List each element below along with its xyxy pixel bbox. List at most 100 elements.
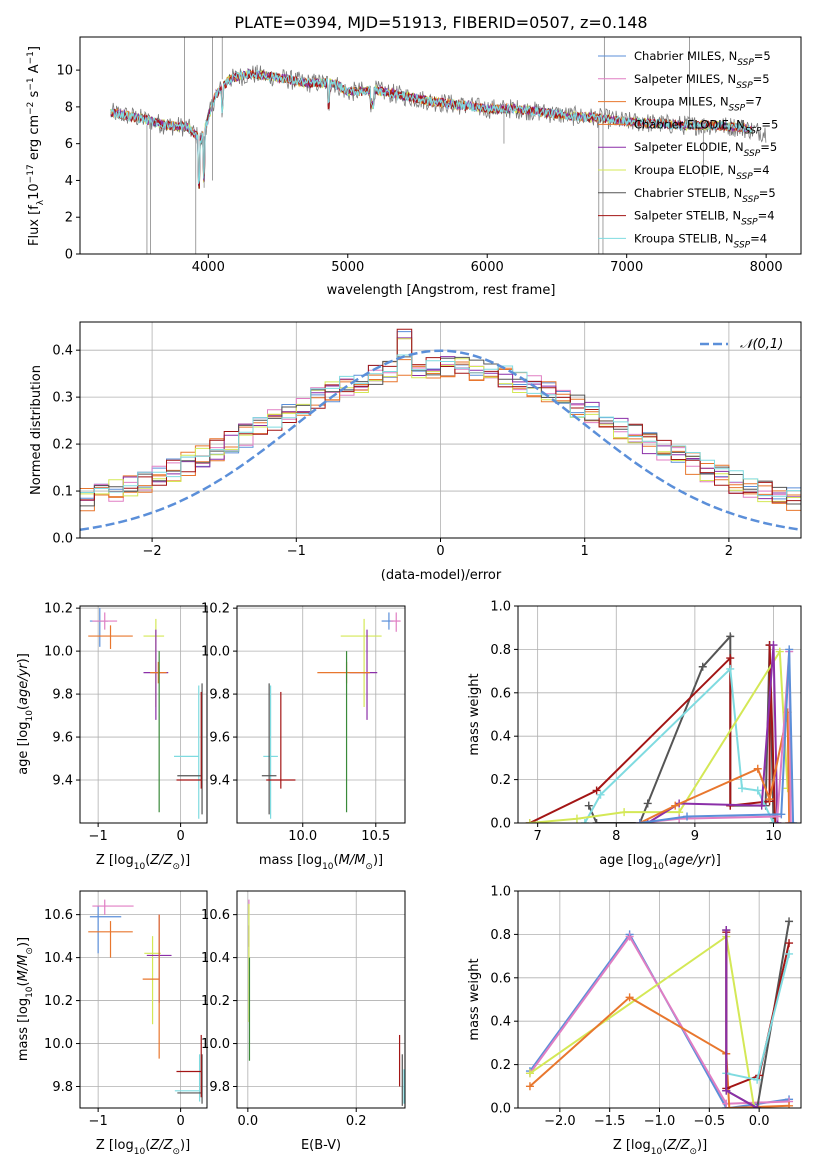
x-tick-label: 0: [176, 1114, 184, 1129]
y-tick-label: 10.0: [44, 645, 73, 660]
y-tick-label: 2: [65, 211, 73, 226]
legend-entry: 𝒩(0,1): [740, 337, 783, 352]
weight-marker: [785, 1101, 794, 1108]
legend-entry: Kroupa MILES, NSSP=7: [634, 95, 762, 114]
y-tick-label: 4: [65, 174, 73, 189]
y-axis-label: Normed distribution: [29, 365, 44, 495]
axes-residuals: −2 −1 0 1 2 0.0 0.1 0.2 0.3 0.4 (data-model)/error…: [29, 321, 802, 583]
y-tick-label: 0.1: [52, 485, 73, 500]
axes-age_vs_Z: −1 0 9.4 9.6 9.8 10.0 10.2 Z [log10(Z/Z⊙)] age […: [16, 602, 208, 872]
axes-mass_vs_Z: −1 0 9.8 10.0 10.2 10.4 10.6 Z [log10(Z/Z⊙)] mas…: [16, 890, 208, 1157]
axes-frame: [236, 890, 406, 1109]
weight-marker: [785, 949, 794, 958]
x-tick-label: 0: [436, 544, 444, 559]
legend-entry: Chabrier STELIB, NSSP=5: [634, 186, 776, 205]
x-tick-label: 6000: [471, 260, 504, 275]
axes-frame: [79, 605, 208, 824]
y-tick-label: 8: [65, 100, 73, 115]
legend-entry: Salpeter ELODIE, NSSP=5: [634, 140, 777, 159]
x-tick-label: 0.2: [346, 1114, 367, 1129]
weight-marker: [722, 926, 731, 935]
weight-marker: [789, 819, 798, 823]
weight-line-salpeter-stelib: [529, 645, 777, 823]
y-tick-label: 6: [65, 137, 73, 152]
plot-area: [525, 917, 794, 1108]
x-tick-label: −2.0: [544, 1114, 576, 1129]
x-tick-label: 8: [612, 829, 620, 844]
axes-age_vs_mass: 10.0 10.5 9.4 9.6 9.8 10.0 10.2 mass [log10(M/M…: [201, 602, 406, 872]
y-axis-label: mass [log10(M/M⊙)]: [16, 937, 35, 1061]
weight-marker: [525, 819, 534, 823]
x-axis-label: (data-model)/error: [381, 568, 502, 583]
weight-marker: [785, 917, 794, 926]
x-tick-label: −1: [89, 1114, 108, 1129]
weight-marker: [785, 819, 794, 823]
x-axis-label: mass [log10(M/M⊙)]: [259, 853, 383, 872]
weight-line-salpeter-stelib: [725, 932, 790, 1090]
y-tick-label: 0.0: [490, 1102, 511, 1117]
x-tick-label: −1: [287, 544, 306, 559]
weight-marker: [777, 810, 786, 819]
y-tick-label: 10.0: [201, 645, 230, 660]
y-tick-label: 0.2: [490, 1058, 511, 1073]
x-axis-label: Z [log10(Z/Z⊙)]: [613, 1138, 707, 1157]
axes-frame: [79, 890, 208, 1109]
y-tick-label: 10.2: [201, 602, 230, 617]
x-tick-label: −0.5: [694, 1114, 726, 1129]
x-tick-label: −1: [89, 829, 108, 844]
weight-marker: [584, 801, 593, 810]
plot-area: [110, 37, 767, 254]
y-tick-label: 1.0: [490, 600, 511, 615]
weight-marker: [643, 799, 652, 808]
weight-marker: [592, 819, 601, 823]
x-tick-label: 4000: [192, 260, 225, 275]
y-tick-label: 0.6: [490, 971, 511, 986]
weight-marker: [525, 1082, 534, 1091]
x-tick-label: 10.5: [361, 829, 390, 844]
x-axis-label: Z [log10(Z/Z⊙)]: [96, 1138, 190, 1157]
plot-area: [88, 899, 203, 1104]
weight-marker: [769, 819, 778, 823]
legend-entry: Salpeter STELIB, NSSP=4: [634, 209, 775, 228]
y-axis-label: mass weight: [467, 958, 482, 1040]
y-axis-label: age [log10(age/yr)]: [16, 653, 35, 775]
figure-title: PLATE=0394, MJD=51913, FIBERID=0507, z=0…: [234, 13, 647, 32]
x-tick-label: −1.0: [644, 1114, 676, 1129]
weight-marker: [785, 939, 794, 948]
x-tick-label: −2: [143, 544, 162, 559]
weight-marker: [769, 641, 778, 650]
y-tick-label: 9.8: [209, 1080, 230, 1095]
y-tick-label: 9.8: [52, 688, 73, 703]
axes-massweight_vs_age: 7 8 9 10 0.0 0.2 0.4 0.6 0.8 1.0 mass weight age [l…: [467, 600, 802, 872]
y-tick-label: 10.2: [44, 602, 73, 617]
x-tick-label: 0.0: [237, 1114, 258, 1129]
x-axis-label: Z [log10(Z/Z⊙)]: [96, 853, 190, 872]
weight-marker: [722, 1086, 731, 1095]
axes-spectrum: 4000 5000 6000 7000 8000 0 2 4 6 8 10 wavelength [A…: [26, 36, 802, 298]
histogram-kroupa-stelib: [80, 354, 801, 497]
model-spectrum-kroupa-stelib: [110, 69, 753, 184]
weight-marker: [625, 932, 634, 941]
weight-marker: [775, 647, 784, 656]
y-tick-label: 0.2: [52, 438, 73, 453]
plot-area: [525, 632, 798, 823]
y-tick-label: 0.2: [490, 773, 511, 788]
x-tick-label: 7: [534, 829, 542, 844]
x-tick-label: 9: [691, 829, 699, 844]
legend-entry: Kroupa STELIB, NSSP=4: [634, 231, 767, 250]
weight-marker: [592, 786, 601, 795]
y-tick-label: 9.8: [209, 688, 230, 703]
x-tick-label: 2: [725, 544, 733, 559]
y-tick-label: 10.2: [201, 994, 230, 1009]
weight-marker: [698, 662, 707, 671]
weight-marker: [785, 645, 794, 654]
plot-area: [88, 608, 203, 819]
y-tick-label: 10.4: [201, 951, 230, 966]
y-tick-label: 0.4: [490, 1015, 511, 1030]
x-tick-label: 0.0: [749, 1114, 770, 1129]
x-tick-label: 1: [581, 544, 589, 559]
x-tick-label: 10.0: [288, 829, 317, 844]
y-tick-label: 0.8: [490, 928, 511, 943]
weight-line-chabrier-miles: [529, 932, 790, 1108]
legend-entry: Kroupa ELODIE, NSSP=4: [634, 163, 770, 182]
